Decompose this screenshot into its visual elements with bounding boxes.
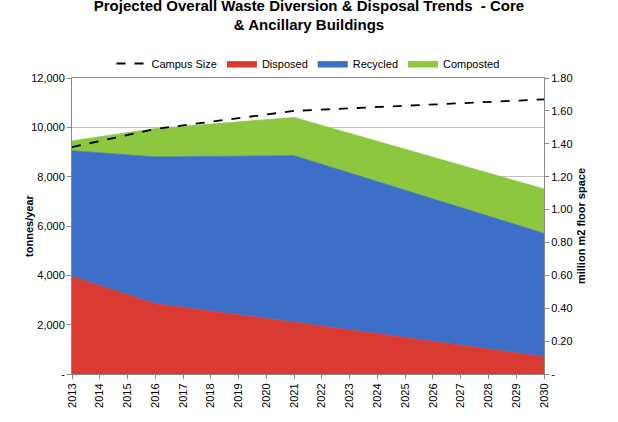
svg-text:Recycled: Recycled bbox=[353, 58, 398, 70]
svg-text:2019: 2019 bbox=[232, 383, 244, 407]
svg-text:0.20: 0.20 bbox=[551, 335, 572, 347]
svg-text:10,000: 10,000 bbox=[31, 121, 65, 133]
svg-text:2023: 2023 bbox=[343, 383, 355, 407]
svg-text:-: - bbox=[61, 368, 65, 380]
svg-text:2022: 2022 bbox=[315, 383, 327, 407]
svg-text:2029: 2029 bbox=[510, 383, 522, 407]
svg-text:tonnes/year: tonnes/year bbox=[23, 194, 35, 256]
svg-text:12,000: 12,000 bbox=[31, 72, 65, 84]
svg-text:million m2 floor space: million m2 floor space bbox=[575, 168, 587, 284]
svg-text:2015: 2015 bbox=[121, 383, 133, 407]
svg-text:2,000: 2,000 bbox=[37, 319, 65, 331]
svg-text:4,000: 4,000 bbox=[37, 269, 65, 281]
svg-text:2021: 2021 bbox=[288, 383, 300, 407]
svg-text:0.80: 0.80 bbox=[551, 236, 572, 248]
svg-text:2018: 2018 bbox=[204, 383, 216, 407]
svg-text:0.60: 0.60 bbox=[551, 269, 572, 281]
svg-text:Composted: Composted bbox=[443, 58, 499, 70]
svg-text:Projected Overall Waste Divers: Projected Overall Waste Diversion & Disp… bbox=[94, 0, 524, 33]
svg-text:2025: 2025 bbox=[399, 383, 411, 407]
svg-text:-: - bbox=[551, 368, 555, 380]
svg-text:2024: 2024 bbox=[371, 383, 383, 407]
svg-text:2028: 2028 bbox=[482, 383, 494, 407]
svg-text:1.00: 1.00 bbox=[551, 203, 572, 215]
svg-text:8,000: 8,000 bbox=[37, 171, 65, 183]
svg-text:2016: 2016 bbox=[149, 383, 161, 407]
svg-text:1.40: 1.40 bbox=[551, 138, 572, 150]
svg-text:6,000: 6,000 bbox=[37, 220, 65, 232]
svg-text:2017: 2017 bbox=[177, 383, 189, 407]
svg-text:2014: 2014 bbox=[93, 383, 105, 407]
svg-text:2020: 2020 bbox=[260, 383, 272, 407]
svg-text:1.80: 1.80 bbox=[551, 72, 572, 84]
svg-text:Disposed: Disposed bbox=[262, 58, 308, 70]
svg-text:2030: 2030 bbox=[538, 383, 550, 407]
svg-text:2027: 2027 bbox=[454, 383, 466, 407]
svg-text:0.40: 0.40 bbox=[551, 302, 572, 314]
svg-text:Campus Size: Campus Size bbox=[152, 58, 217, 70]
svg-text:2026: 2026 bbox=[427, 383, 439, 407]
svg-text:1.20: 1.20 bbox=[551, 171, 572, 183]
svg-text:2013: 2013 bbox=[66, 383, 78, 407]
svg-text:1.60: 1.60 bbox=[551, 105, 572, 117]
